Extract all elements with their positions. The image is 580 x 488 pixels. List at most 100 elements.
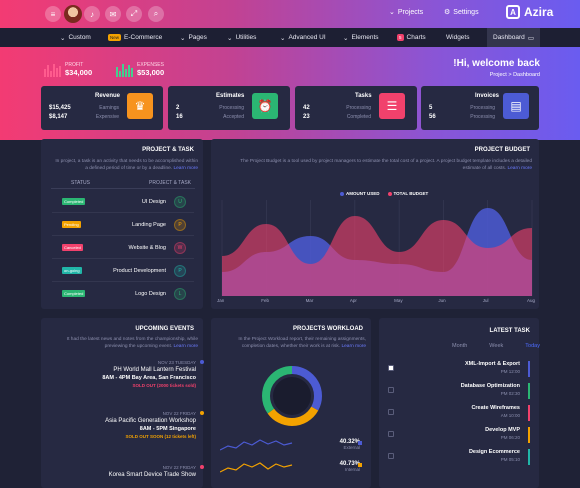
card-value: 23 [303, 114, 310, 120]
task-table: STATUS PROJECT & TASK [51, 178, 195, 189]
tab-month[interactable]: Month [452, 343, 468, 349]
workload-row: 40.32% External [330, 439, 360, 450]
project-avatar: P [174, 218, 186, 231]
task-time: PM 05:10 [500, 457, 520, 462]
task-checkbox[interactable] [388, 453, 394, 459]
task-item[interactable]: Develop MVP PM 06:20 [384, 427, 534, 447]
budget-area-chart [221, 200, 533, 296]
nav-custom[interactable]: ⌄ Custom [60, 34, 91, 42]
profit-sparkbars [44, 63, 61, 77]
events-panel [41, 318, 203, 488]
workload-label: External [343, 445, 360, 450]
profit-label: PROFIT [65, 62, 84, 68]
search-icon[interactable]: ⌕ [148, 6, 164, 22]
task-checkbox[interactable] [388, 409, 394, 415]
event-date: NOV 22 FRIDAY [162, 411, 196, 416]
nav-widgets[interactable]: Widgets [446, 28, 469, 47]
nav-label: Charts [406, 34, 426, 41]
project-name: Landing Page [132, 221, 166, 228]
card-sublabels: Earnings Expensive [96, 104, 119, 122]
x-tick-label: May [394, 298, 403, 303]
card-value: 2 [176, 105, 180, 111]
event-item[interactable]: NOV 23 TUESDAY PH World Mall Lantern Fest… [46, 360, 204, 388]
status-badge: Completed [62, 198, 86, 205]
workload-pct: 40.73% [339, 461, 360, 467]
settings-menu[interactable]: ⚙ Settings [444, 8, 479, 17]
learn-more-link[interactable]: Learn more [173, 344, 198, 349]
desc-text: In the Project Workload report, their re… [238, 337, 366, 349]
mail-icon[interactable]: ✉ [105, 6, 121, 22]
nav-charts[interactable]: 5 Charts [397, 28, 426, 47]
breadcrumb[interactable]: Project > Dashboard [489, 72, 540, 78]
latest-task-panel [379, 318, 539, 488]
nav-label: Custom [68, 34, 91, 41]
nav-advanced-ui[interactable]: ⌄ Advanced UI [280, 34, 326, 42]
event-date: NOV 22 FRIDAY [162, 465, 196, 470]
table-row[interactable]: on-going Product Development P [52, 259, 194, 282]
projects-menu[interactable]: ⌄ Projects [389, 8, 424, 17]
menu-icon[interactable]: ≡ [45, 6, 61, 22]
task-item[interactable]: Create Wireframes AM 10:00 [384, 405, 534, 425]
logo-icon: A [506, 5, 520, 19]
status-badge: on-going [62, 267, 82, 274]
learn-more-link[interactable]: Learn more [507, 166, 532, 171]
internal-dot [358, 463, 362, 467]
chevron-down-icon: ⌄ [389, 9, 395, 16]
event-item[interactable]: NOV 22 FRIDAY Asia Pacific Generation Wor… [46, 411, 204, 439]
card-values: 42 23 [303, 104, 310, 122]
x-tick-label: Jan [217, 298, 225, 303]
project-avatar: L [174, 287, 186, 300]
table-row[interactable]: Completed Logo Design L [52, 282, 194, 305]
panel-title: PROJECT & TASK [142, 147, 194, 153]
brand-logo[interactable]: A Azira [506, 5, 553, 19]
table-row[interactable]: Canceled Website & Blog W [52, 236, 194, 259]
task-time: PM 02:30 [500, 391, 520, 396]
tab-week[interactable]: Week [489, 343, 504, 349]
nav-ecommerce[interactable]: New E-Commerce [108, 28, 162, 47]
col-status: STATUS [71, 180, 90, 186]
internal-sparkline [220, 462, 293, 473]
card-values: $15,425 $8,147 [49, 104, 71, 122]
panel-desc: It had the latest news and notes from th… [52, 336, 198, 350]
x-tick-label: Aug [527, 298, 536, 303]
card-sublabel: Processing [346, 105, 371, 111]
task-item[interactable]: Database Optimization PM 02:30 [384, 383, 534, 403]
nav-pages[interactable]: ⌄ Pages [180, 34, 207, 42]
task-checkbox[interactable] [388, 431, 394, 437]
learn-more-link[interactable]: Learn more [341, 344, 366, 349]
card-sublabel: Accepted [223, 114, 244, 120]
table-row[interactable]: Completed UI Design U [52, 190, 194, 213]
alarm-clock-icon: ⏰ [252, 93, 278, 119]
fullscreen-icon[interactable]: ⤢ [126, 6, 142, 22]
event-status: SOLD OUT (2000 tickets sold) [132, 383, 196, 388]
tab-today[interactable]: Today [525, 343, 540, 349]
x-tick-label: Jun [438, 298, 446, 303]
row-divider [52, 212, 194, 213]
nav-dashboard[interactable]: Dashboard ▭ [487, 28, 540, 47]
event-title: PH World Mall Lantern Festival [113, 367, 196, 373]
event-place: 8AM - 5PM Singapore [139, 426, 196, 432]
learn-more-link[interactable]: Learn more [173, 166, 198, 171]
row-divider [52, 281, 194, 282]
legend-total-budget[interactable]: TOTAL BUDGET [388, 191, 429, 196]
legend-amount-used[interactable]: AMOUNT USED [340, 191, 380, 196]
task-time: PM 06:20 [500, 435, 520, 440]
task-checkbox[interactable] [388, 387, 394, 393]
event-item[interactable]: NOV 22 FRIDAY Korea Smart Device Trade Sh… [46, 465, 204, 478]
expenses-stat: EXPENSES $53,000 [116, 62, 164, 77]
card-sublabel: Completed [346, 114, 371, 120]
task-item[interactable]: XML-Import & Export PM 12:00 [384, 361, 534, 381]
desc-text: The Project Budget is a tool used by pro… [240, 159, 532, 171]
panel-desc: The Project Budget is a tool used by pro… [222, 158, 532, 172]
status-badge: Completed [62, 290, 86, 297]
table-row[interactable]: Pending Landing Page P [52, 213, 194, 236]
new-badge: New [108, 34, 122, 41]
nav-elements[interactable]: ⌄ Elements [343, 34, 379, 42]
nav-utilities[interactable]: ⌄ Utilities [227, 34, 257, 42]
task-checkbox[interactable] [388, 365, 394, 371]
task-item[interactable]: Design Ecommerce PM 05:10 [384, 449, 534, 469]
nav-label: Widgets [446, 34, 470, 41]
projects-label: Projects [397, 8, 424, 16]
bell-icon[interactable]: ♪ [84, 6, 100, 22]
avatar[interactable] [64, 5, 82, 23]
